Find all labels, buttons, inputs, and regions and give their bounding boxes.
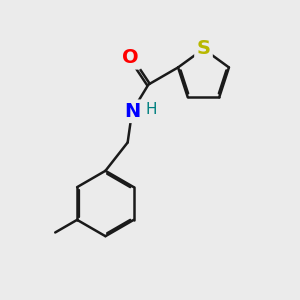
Text: N: N — [124, 102, 140, 121]
Text: S: S — [196, 39, 211, 58]
Text: O: O — [122, 48, 139, 67]
Text: H: H — [146, 102, 157, 117]
